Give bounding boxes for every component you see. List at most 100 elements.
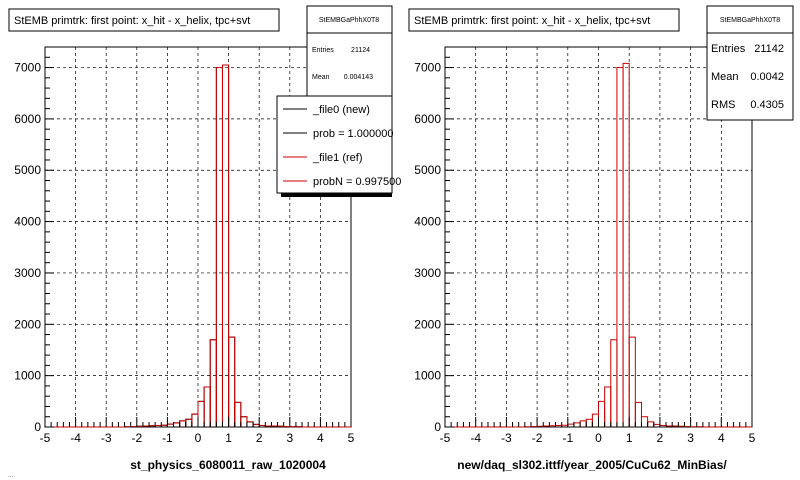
right-hist-bin (622, 62, 630, 427)
left-y-tick-label: 7000 (14, 61, 41, 75)
right-hist-bin (530, 425, 538, 427)
footer-note: ... (8, 473, 13, 479)
right-hist-bin (683, 425, 692, 427)
right-hist-bin (628, 336, 636, 427)
right-x-tick-label: 4 (718, 431, 725, 445)
left-x-tick-label: 4 (317, 431, 324, 445)
right-x-tick-label: 3 (687, 431, 694, 445)
right-y-ticks: 0 1000 2000 3000 4000 5000 6000 7000 (414, 56, 454, 434)
right-hist-bin (634, 401, 642, 427)
right-x-tick-label: 1 (626, 431, 633, 445)
right-x-tick-label: -2 (532, 431, 543, 445)
legend-entry-3: probN = 0.997500 (313, 176, 401, 188)
left-hist-bin (221, 64, 230, 427)
left-y-tick-label: 1000 (14, 369, 41, 383)
left-x-tick-label: 2 (256, 431, 263, 445)
left-stats-mean-label: Mean (312, 74, 330, 81)
left-stats-mean-value: 0.004143 (344, 74, 373, 81)
left-histogram-panel: -5 -4 -3 -2 -1 0 1 2 3 4 5 0 1000 2000 3000 4000 5000 60… (8, 5, 401, 472)
left-x-tick-label: -2 (131, 431, 142, 445)
left-hist-bin (283, 425, 291, 427)
right-y-tick-label: 1000 (414, 369, 441, 383)
right-stats-entries-value: 21142 (754, 43, 784, 55)
left-y-tick-label: 0 (34, 420, 41, 434)
left-hist-bin (246, 421, 254, 427)
right-x-axis-label: new/daq_sl302.ittf/year_2005/CuCu62_MinB… (457, 458, 727, 472)
left-stats-entries-label: Entries (312, 47, 334, 54)
legend-box (276, 95, 393, 194)
left-x-tick-label: -5 (40, 431, 51, 445)
left-y-tick-label: 2000 (14, 317, 41, 331)
left-hist-bin (197, 400, 205, 427)
left-x-tick-label: 5 (348, 431, 355, 445)
left-x-ticks: -5 -4 -3 -2 -1 0 1 2 3 4 5 (40, 417, 355, 445)
right-hist-bin (616, 67, 624, 427)
left-y-tick-label: 6000 (14, 112, 41, 126)
left-hist-bin (215, 67, 223, 427)
left-x-tick-label: 3 (286, 431, 293, 445)
right-x-tick-label: -5 (440, 431, 451, 445)
right-hist-bin (579, 420, 587, 427)
right-stats-box (706, 5, 794, 121)
left-hist-bin (185, 418, 193, 427)
left-x-tick-label: 1 (225, 431, 232, 445)
left-hist-bin (191, 413, 199, 427)
right-y-tick-label: 5000 (414, 163, 441, 177)
right-hist-bin (610, 339, 618, 427)
left-x-tick-label: -1 (162, 431, 173, 445)
right-y-tick-label: 7000 (414, 61, 441, 75)
right-stats-rms-value: 0.4305 (750, 99, 784, 111)
legend-entry-1: prob = 1.000000 (313, 128, 393, 140)
right-hist-bin (640, 416, 649, 427)
right-x-tick-label: -1 (562, 431, 573, 445)
left-hist-bin (191, 413, 199, 427)
left-hist-bin (197, 400, 205, 427)
left-stats-name: StEMBGaPhhX0T8 (319, 17, 379, 24)
left-hist-bin (228, 336, 236, 427)
left-hist-bin (179, 420, 187, 427)
left-hist-bin (185, 418, 193, 427)
right-hist-bin (598, 400, 606, 427)
left-hist-bin (234, 401, 242, 427)
right-y-tick-label: 6000 (414, 112, 441, 126)
right-hist-bin (591, 413, 599, 427)
left-hist-bin (234, 401, 242, 427)
left-y-tick-label: 3000 (14, 266, 41, 280)
left-hist-bin (228, 336, 236, 427)
right-y-tick-label: 4000 (414, 215, 441, 229)
right-x-tick-label: -3 (501, 431, 512, 445)
right-x-tick-label: -4 (470, 431, 481, 445)
right-y-tick-label: 2000 (414, 317, 441, 331)
left-y-tick-label: 5000 (14, 163, 41, 177)
legend-entry-2: _file1 (ref) (312, 152, 363, 164)
left-x-tick-label: 0 (195, 431, 202, 445)
right-stats-mean-value: 0.0042 (750, 71, 784, 83)
right-stats-rms-label: RMS (711, 99, 735, 111)
right-y-tick-label: 0 (434, 420, 441, 434)
right-stats-mean-label: Mean (711, 71, 739, 83)
right-stats-entries-label: Entries (711, 43, 746, 55)
left-hist-bin (246, 421, 254, 427)
right-hist-bin (647, 421, 655, 427)
left-hist-bin (130, 425, 138, 427)
right-x-tick-label: 5 (749, 431, 756, 445)
left-x-tick-label: -4 (70, 431, 81, 445)
left-hist-bin (221, 64, 230, 427)
right-stats-name: StEMBGaPhhX0T8 (720, 17, 780, 24)
legend-entry-0: _file0 (new) (312, 104, 370, 116)
right-x-tick-label: 0 (595, 431, 602, 445)
left-hist-bin (179, 420, 187, 427)
left-x-tick-label: -3 (101, 431, 112, 445)
left-hist-bin (173, 422, 181, 427)
right-hist-bin (585, 418, 593, 427)
left-hist-bin (209, 339, 217, 427)
left-title-box (8, 8, 280, 32)
right-y-tick-label: 3000 (414, 266, 441, 280)
left-stats-entries-value: 21124 (351, 47, 370, 54)
right-histogram-panel: -5 -4 -3 -2 -1 0 1 2 3 4 5 0 1000 2000 3000 4000 5000 60… (408, 5, 794, 472)
left-hist-bin (240, 416, 248, 427)
left-stats-box (306, 5, 393, 97)
left-hist-bin (240, 416, 248, 427)
left-x-axis-label: st_physics_6080011_raw_1020004 (130, 458, 326, 472)
